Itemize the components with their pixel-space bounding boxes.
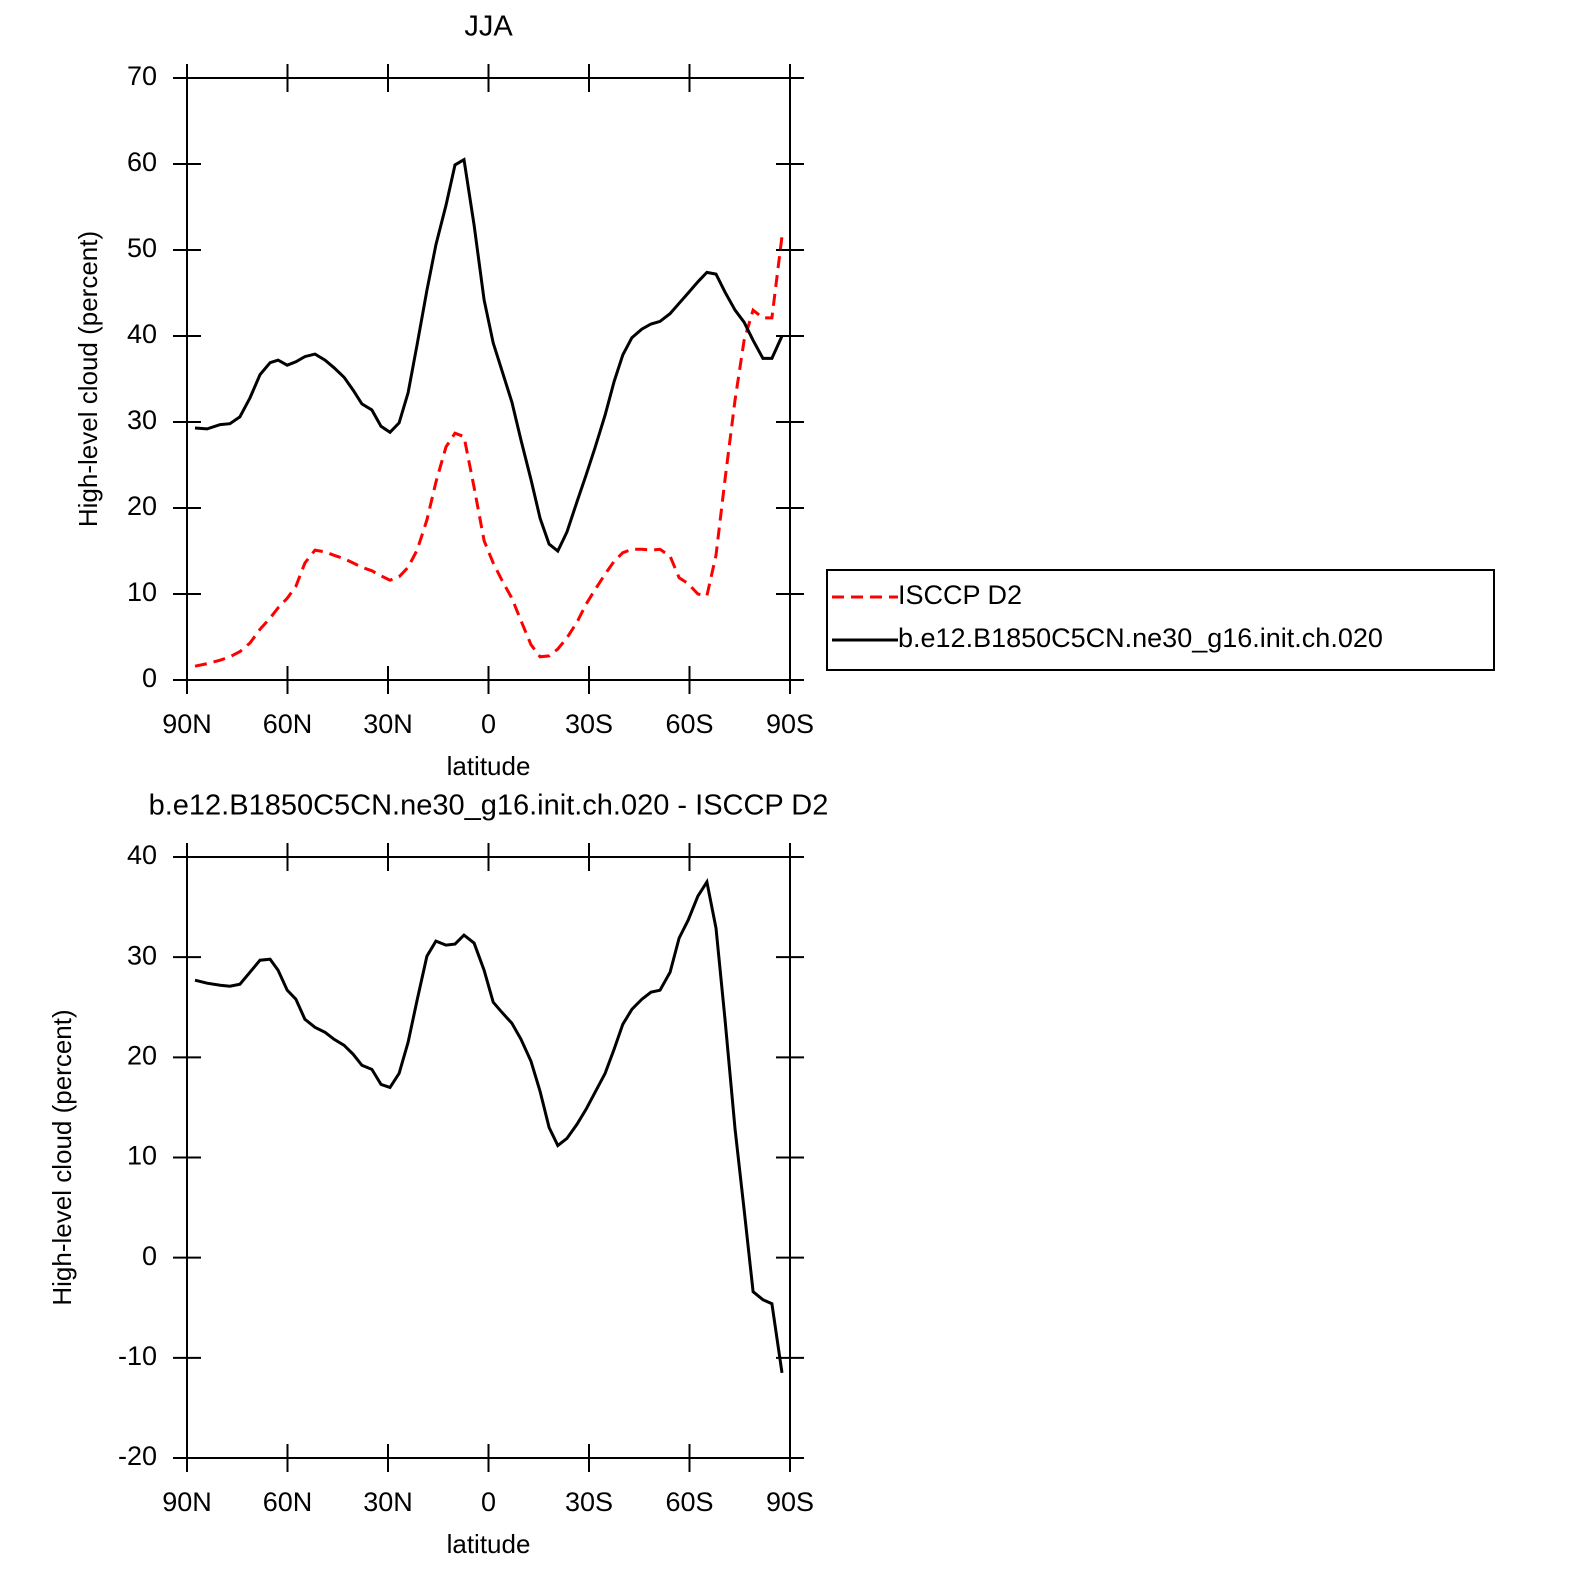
y-tick-label: 20 [127,1040,157,1070]
y-tick-label: 40 [127,319,157,349]
y-tick-label: 60 [127,147,157,177]
legend-label: b.e12.B1850C5CN.ne30_g16.init.ch.020 [898,623,1383,653]
legend-label: ISCCP D2 [898,580,1022,610]
y-tick-label: 50 [127,233,157,263]
x-tick-label: 30N [363,709,413,739]
plot-frame [186,856,791,1459]
data-line [194,878,784,1374]
x-tick-label: 30N [363,1487,413,1517]
y-tick-label: 70 [127,61,157,91]
plot-frame [186,77,791,681]
x-tick-label: 30S [565,1487,613,1517]
legend-box [826,569,1495,671]
y-tick-label: -20 [118,1441,157,1471]
y-tick-label: 0 [142,1241,157,1271]
chart-title: JJA [464,11,513,43]
x-tick-label: 60S [665,1487,713,1517]
x-tick-label: 60N [263,709,313,739]
x-axis-label: latitude [447,751,531,781]
y-axis-label: High-level cloud (percent) [73,231,103,527]
y-tick-label: -10 [118,1341,157,1371]
x-tick-label: 90N [162,709,212,739]
y-tick-label: 10 [127,577,157,607]
y-tick-label: 30 [127,940,157,970]
x-tick-label: 30S [565,709,613,739]
x-tick-label: 90S [766,1487,814,1517]
x-tick-label: 90S [766,709,814,739]
data-line [194,236,784,668]
chart-title: b.e12.B1850C5CN.ne30_g16.init.ch.020 - I… [149,790,829,822]
y-tick-label: 40 [127,840,157,870]
x-tick-label: 0 [481,1487,496,1517]
x-tick-label: 60N [263,1487,313,1517]
y-tick-label: 20 [127,491,157,521]
x-tick-label: 0 [481,709,496,739]
data-line [194,157,784,554]
x-axis-label: latitude [447,1529,531,1559]
y-tick-label: 0 [142,663,157,693]
y-tick-label: 10 [127,1141,157,1171]
x-tick-label: 90N [162,1487,212,1517]
x-tick-label: 60S [665,709,713,739]
y-axis-label: High-level cloud (percent) [47,1009,77,1305]
y-tick-label: 30 [127,405,157,435]
